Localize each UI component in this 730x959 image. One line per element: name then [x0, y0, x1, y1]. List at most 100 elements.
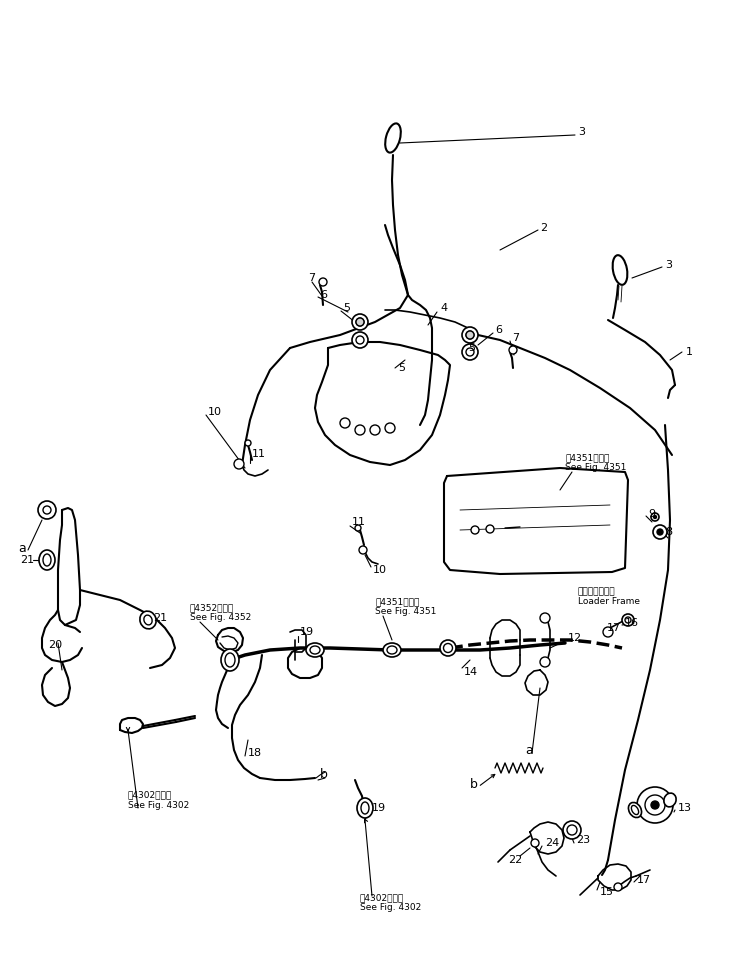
Text: 19: 19 — [300, 627, 314, 637]
Circle shape — [359, 546, 367, 554]
Text: See Fig. 4352: See Fig. 4352 — [190, 614, 251, 622]
Text: 22: 22 — [508, 855, 522, 865]
Circle shape — [651, 513, 659, 521]
Text: 18: 18 — [248, 748, 262, 758]
Circle shape — [531, 839, 539, 847]
Text: 9: 9 — [648, 509, 655, 519]
Ellipse shape — [43, 554, 51, 566]
Circle shape — [43, 506, 51, 514]
Text: 5: 5 — [398, 363, 405, 373]
Text: b: b — [470, 779, 478, 791]
Text: 7: 7 — [512, 333, 519, 343]
Text: 10: 10 — [373, 565, 387, 575]
Ellipse shape — [39, 550, 55, 570]
Circle shape — [653, 516, 656, 519]
Circle shape — [355, 525, 361, 531]
Ellipse shape — [221, 649, 239, 671]
Text: 12: 12 — [568, 633, 582, 643]
Text: 8: 8 — [665, 527, 672, 537]
Ellipse shape — [357, 798, 373, 818]
Ellipse shape — [356, 336, 364, 344]
Text: 11: 11 — [352, 517, 366, 527]
Ellipse shape — [140, 611, 156, 629]
Ellipse shape — [352, 314, 368, 330]
Circle shape — [540, 657, 550, 667]
Text: 23: 23 — [576, 835, 590, 845]
Ellipse shape — [440, 640, 456, 656]
Ellipse shape — [144, 615, 152, 625]
Text: 第4351図参照: 第4351図参照 — [375, 597, 419, 606]
Text: 21: 21 — [20, 555, 34, 565]
Circle shape — [356, 318, 364, 326]
Ellipse shape — [629, 803, 642, 818]
Ellipse shape — [664, 793, 676, 807]
Circle shape — [340, 418, 350, 428]
Text: ロータフレーム: ロータフレーム — [578, 588, 615, 596]
Text: a: a — [525, 743, 533, 757]
Circle shape — [234, 459, 244, 469]
Ellipse shape — [225, 653, 235, 667]
Text: See Fig. 4351: See Fig. 4351 — [565, 463, 626, 473]
Circle shape — [38, 501, 56, 519]
Text: 13: 13 — [678, 803, 692, 813]
Circle shape — [466, 331, 474, 339]
Text: 6: 6 — [320, 290, 327, 300]
Text: 15: 15 — [600, 887, 614, 897]
Text: 2: 2 — [540, 223, 547, 233]
Text: 第4352図参照: 第4352図参照 — [190, 603, 234, 613]
Text: See Fig. 4302: See Fig. 4302 — [360, 903, 421, 913]
Circle shape — [540, 613, 550, 623]
Ellipse shape — [356, 318, 364, 326]
Text: 20: 20 — [48, 640, 62, 650]
Circle shape — [567, 825, 577, 835]
Circle shape — [653, 525, 667, 539]
Ellipse shape — [444, 643, 453, 652]
Circle shape — [471, 526, 479, 534]
Circle shape — [319, 278, 327, 286]
Text: 7: 7 — [308, 273, 315, 283]
Circle shape — [622, 614, 634, 626]
Circle shape — [486, 525, 494, 533]
Text: 17: 17 — [637, 875, 651, 885]
Ellipse shape — [466, 348, 474, 356]
Text: 3: 3 — [578, 127, 585, 137]
Ellipse shape — [631, 806, 639, 814]
Circle shape — [645, 795, 665, 815]
Circle shape — [603, 627, 613, 637]
Text: b: b — [320, 768, 328, 782]
Circle shape — [370, 425, 380, 435]
Circle shape — [637, 787, 673, 823]
Text: 11: 11 — [252, 449, 266, 459]
Ellipse shape — [310, 646, 320, 654]
Circle shape — [563, 821, 581, 839]
Ellipse shape — [462, 327, 478, 343]
Text: 17: 17 — [607, 623, 621, 633]
Text: 24: 24 — [545, 838, 559, 848]
Text: 10: 10 — [208, 407, 222, 417]
Circle shape — [614, 883, 622, 891]
Text: See Fig. 4302: See Fig. 4302 — [128, 801, 189, 809]
Ellipse shape — [383, 643, 401, 657]
Text: 6: 6 — [495, 325, 502, 335]
Ellipse shape — [466, 331, 474, 339]
Ellipse shape — [462, 344, 478, 360]
Text: 第4351図参照: 第4351図参照 — [565, 454, 610, 462]
Text: 4: 4 — [440, 303, 447, 313]
Ellipse shape — [387, 646, 397, 654]
Circle shape — [625, 617, 631, 623]
Text: Loader Frame: Loader Frame — [578, 597, 640, 606]
Ellipse shape — [361, 802, 369, 814]
Text: 16: 16 — [625, 618, 639, 628]
Circle shape — [509, 346, 517, 354]
Text: 5: 5 — [343, 303, 350, 313]
Circle shape — [657, 529, 663, 535]
Ellipse shape — [306, 643, 324, 657]
Text: 21: 21 — [153, 613, 167, 623]
Circle shape — [245, 440, 251, 446]
Text: 第4302図参照: 第4302図参照 — [128, 790, 172, 800]
Ellipse shape — [385, 124, 401, 152]
Text: 19: 19 — [372, 803, 386, 813]
Circle shape — [385, 423, 395, 433]
Text: 1: 1 — [686, 347, 693, 357]
Text: 第4302図参照: 第4302図参照 — [360, 894, 404, 902]
